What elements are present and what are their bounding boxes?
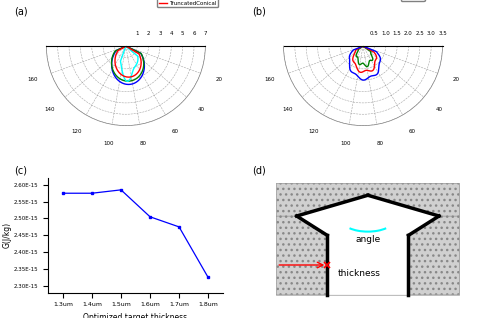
120 — [361, 78, 366, 82]
Hemispherical — [126, 83, 132, 86]
Bar — [276, 183, 459, 295]
Planar — [118, 60, 123, 64]
Planar — [123, 44, 129, 48]
Legend: 60, 90, 120: 60, 90, 120 — [401, 0, 424, 1]
60 — [360, 44, 366, 48]
Hemispherical — [125, 83, 131, 86]
90 — [360, 44, 366, 48]
TruncatedConical — [123, 44, 129, 48]
Conical — [123, 44, 129, 48]
90 — [369, 69, 375, 73]
120 — [363, 78, 368, 81]
Conical — [123, 44, 129, 48]
90 — [357, 70, 363, 74]
120 — [360, 44, 366, 48]
Hemispherical — [118, 80, 124, 84]
Hemispherical — [123, 44, 129, 48]
Conical — [125, 79, 131, 83]
60 — [362, 62, 367, 66]
90 — [354, 65, 360, 69]
60 — [355, 59, 361, 63]
Line: Conical: Conical — [111, 46, 144, 81]
60 — [361, 62, 367, 66]
Hemispherical — [123, 44, 129, 48]
90 — [362, 69, 368, 73]
TruncatedConical — [123, 44, 129, 48]
Hemispherical — [123, 44, 129, 48]
60 — [358, 63, 363, 66]
60 — [360, 44, 365, 48]
Polygon shape — [276, 216, 327, 295]
Conical — [123, 44, 129, 48]
Planar — [125, 79, 131, 83]
120 — [362, 78, 368, 82]
TruncatedConical — [123, 44, 129, 48]
120 — [348, 52, 353, 56]
Conical — [114, 74, 120, 78]
60 — [364, 65, 370, 68]
120 — [360, 44, 366, 48]
Line: Planar: Planar — [121, 46, 138, 81]
Planar — [123, 44, 129, 48]
Planar — [123, 44, 129, 48]
120 — [360, 44, 366, 48]
Text: thickness: thickness — [337, 269, 380, 279]
Line: 60: 60 — [356, 46, 373, 67]
Planar — [126, 79, 132, 83]
TruncatedConical — [119, 73, 125, 77]
TruncatedConical — [125, 75, 131, 79]
Conical — [111, 52, 117, 56]
Conical — [127, 79, 133, 83]
Conical — [119, 78, 124, 81]
Text: (b): (b) — [252, 6, 266, 16]
Y-axis label: G(J/kg): G(J/kg) — [2, 222, 11, 248]
Line: Hemispherical: Hemispherical — [112, 46, 144, 85]
TruncatedConical — [115, 69, 121, 73]
Planar — [120, 70, 125, 73]
Planar — [123, 44, 129, 48]
X-axis label: Optimized target thickness: Optimized target thickness — [83, 313, 188, 318]
Text: (a): (a) — [15, 6, 28, 16]
Hemispherical — [113, 76, 119, 80]
90 — [362, 69, 367, 73]
Conical — [125, 79, 131, 83]
60 — [360, 45, 365, 48]
Text: (c): (c) — [15, 165, 28, 175]
Polygon shape — [276, 183, 459, 216]
Line: 120: 120 — [349, 46, 380, 80]
Legend: Hemispherical, Conical, Planar, TruncatedConical: Hemispherical, Conical, Planar, Truncate… — [157, 0, 218, 7]
120 — [351, 72, 357, 75]
TruncatedConical — [127, 75, 133, 79]
Hemispherical — [112, 51, 118, 55]
90 — [360, 44, 366, 48]
Text: angle: angle — [355, 235, 380, 244]
Text: (d): (d) — [252, 165, 265, 175]
90 — [353, 49, 359, 53]
Planar — [124, 80, 130, 83]
Polygon shape — [297, 195, 439, 295]
120 — [356, 75, 362, 79]
Line: TruncatedConical: TruncatedConical — [115, 46, 141, 77]
Hemispherical — [127, 82, 133, 86]
60 — [360, 44, 366, 48]
Polygon shape — [408, 216, 459, 295]
TruncatedConical — [124, 75, 130, 79]
90 — [360, 44, 366, 48]
TruncatedConical — [115, 49, 121, 53]
Line: 90: 90 — [353, 46, 377, 73]
